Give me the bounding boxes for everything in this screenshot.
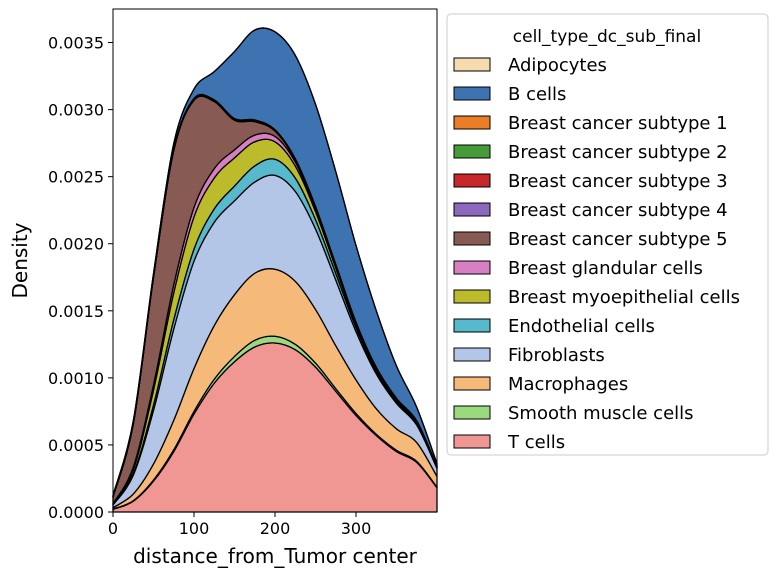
y-tick-label: 0.0035 xyxy=(48,34,104,53)
x-tick-label: 200 xyxy=(260,519,291,538)
legend-label-breast-cancer-subtype-2: Breast cancer subtype 2 xyxy=(508,142,728,163)
y-tick-label: 0.0020 xyxy=(48,235,104,254)
x-tick-label: 100 xyxy=(179,519,210,538)
legend-swatch-breast-myoepithelial-cells xyxy=(453,289,491,304)
legend-swatch-b-cells xyxy=(453,86,491,101)
legend-label-macrophages: Macrophages xyxy=(508,374,628,395)
legend-label-fibroblasts: Fibroblasts xyxy=(508,345,605,366)
x-tick-label: 300 xyxy=(341,519,372,538)
legend-swatch-breast-cancer-subtype-3 xyxy=(453,173,491,188)
legend-frame xyxy=(446,13,769,456)
legend-label-b-cells: B cells xyxy=(508,84,566,105)
legend-label-breast-myoepithelial-cells: Breast myoepithelial cells xyxy=(508,287,740,308)
legend: cell_type_dc_sub_final Adipocytes B cells… xyxy=(446,13,769,456)
y-tick-label: 0.0025 xyxy=(48,168,104,187)
stacked-areas xyxy=(112,27,438,513)
legend-label-smooth-muscle-cells: Smooth muscle cells xyxy=(508,403,694,424)
legend-items: Adipocytes B cells Breast cancer subtype 1… xyxy=(453,55,740,453)
legend-label-breast-cancer-subtype-4: Breast cancer subtype 4 xyxy=(508,200,728,221)
legend-label-breast-cancer-subtype-5: Breast cancer subtype 5 xyxy=(508,229,728,250)
y-tick-label: 0.0010 xyxy=(48,369,104,388)
legend-swatch-breast-cancer-subtype-5 xyxy=(453,231,491,246)
legend-title: cell_type_dc_sub_final xyxy=(513,27,701,47)
legend-swatch-breast-cancer-subtype-4 xyxy=(453,202,491,217)
legend-label-t-cells: T cells xyxy=(507,432,565,453)
legend-label-breast-glandular-cells: Breast glandular cells xyxy=(508,258,703,279)
y-axis-title: Density xyxy=(8,222,32,298)
y-tick-label: 0.0000 xyxy=(48,503,104,522)
legend-swatch-fibroblasts xyxy=(453,347,491,362)
legend-swatch-smooth-muscle-cells xyxy=(453,405,491,420)
y-tick-label: 0.0015 xyxy=(48,302,104,321)
legend-swatch-breast-cancer-subtype-2 xyxy=(453,144,491,159)
y-tick-label: 0.0030 xyxy=(48,101,104,120)
legend-swatch-adipocytes xyxy=(453,57,491,72)
legend-swatch-breast-glandular-cells xyxy=(453,260,491,275)
x-axis: 0 100 200 300 xyxy=(108,512,371,538)
legend-label-adipocytes: Adipocytes xyxy=(508,55,607,76)
legend-label-endothelial-cells: Endothelial cells xyxy=(508,316,655,337)
legend-label-breast-cancer-subtype-3: Breast cancer subtype 3 xyxy=(508,171,728,192)
x-tick-label: 0 xyxy=(108,519,118,538)
y-tick-label: 0.0005 xyxy=(48,436,104,455)
legend-swatch-macrophages xyxy=(453,376,491,391)
y-axis: 0.0000 0.0005 0.0010 0.0015 0.0020 0.0025 0.00… xyxy=(48,34,113,522)
legend-swatch-t-cells xyxy=(453,434,491,449)
legend-swatch-breast-cancer-subtype-1 xyxy=(453,115,491,130)
legend-label-breast-cancer-subtype-1: Breast cancer subtype 1 xyxy=(508,113,728,134)
x-axis-title: distance_from_Tumor center xyxy=(133,544,418,568)
legend-swatch-endothelial-cells xyxy=(453,318,491,333)
